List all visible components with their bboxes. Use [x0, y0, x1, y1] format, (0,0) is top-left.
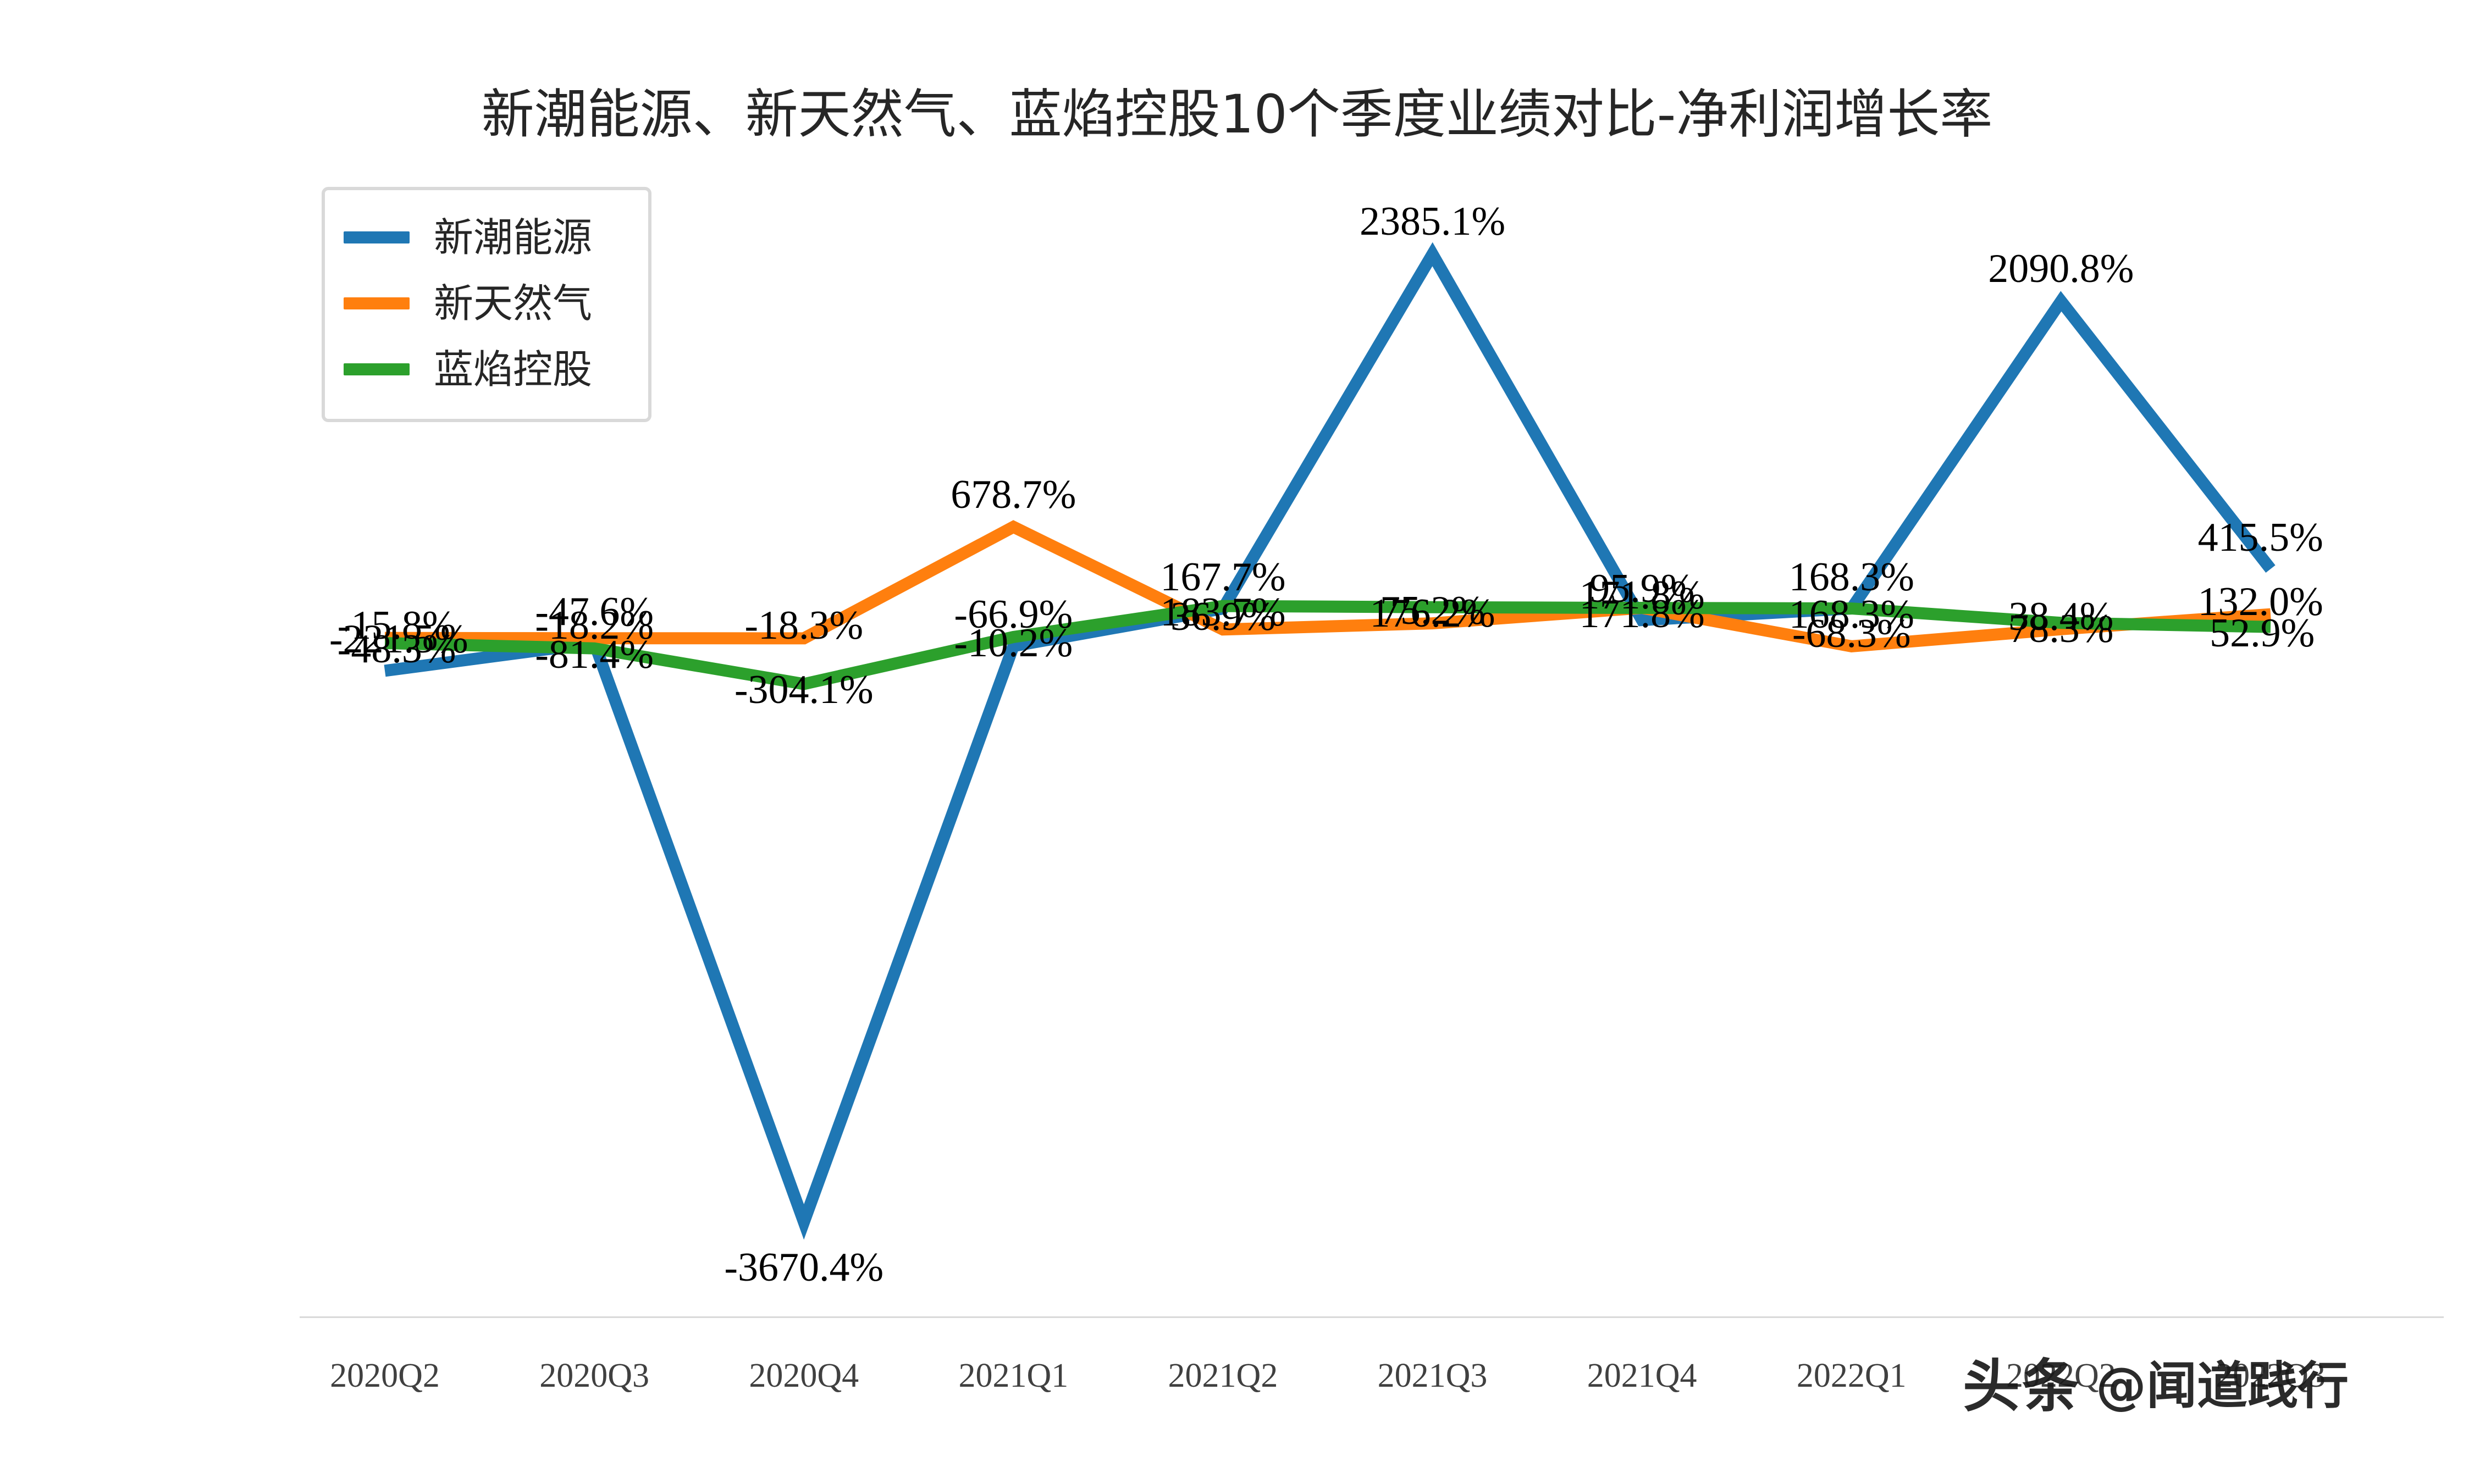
x-axis-line	[300, 1316, 2444, 1318]
data-label-s0-p0: -221.5%	[329, 617, 468, 662]
x-tick-2022Q1: 2022Q1	[1796, 1357, 1907, 1394]
x-tick-2021Q2: 2021Q2	[1168, 1357, 1278, 1394]
data-label-s2-p5: 176.2%	[1369, 590, 1495, 636]
x-tick-2021Q1: 2021Q1	[958, 1357, 1069, 1394]
data-label-s0-p6: 95.9%	[1589, 566, 1695, 612]
legend-label-2: 蓝焰控股	[434, 346, 593, 392]
legend-label-1: 新天然气	[434, 280, 593, 326]
legend-item-2[interactable]: 蓝焰控股	[344, 336, 629, 402]
data-label-s1-p8: 38.4%	[2008, 594, 2114, 639]
data-label-s2-p1: -81.4%	[535, 632, 654, 677]
data-label-s1-p2: -18.3%	[744, 603, 864, 649]
x-tick-2021Q3: 2021Q3	[1377, 1357, 1488, 1394]
data-label-s2-p4: 183.7%	[1160, 589, 1286, 635]
x-tick-2022Q2: 2022Q2	[2006, 1357, 2116, 1394]
watermark: 头条 @闻道践行	[1963, 1358, 2349, 1415]
data-label-s2-p6: 171.8%	[1579, 591, 1705, 637]
legend-item-0[interactable]: 新潮能源	[344, 204, 629, 270]
data-label-s2-p9: 52.9%	[2210, 610, 2315, 656]
data-label-s0-p7: 168.3%	[1788, 555, 1914, 600]
data-label-s0-p3: -66.9%	[954, 592, 1073, 638]
data-label-s2-p8: 78.3%	[2008, 606, 2114, 652]
page-title: 新潮能源、新天然气、蓝焰控股10个季度业绩对比-净利润增长率	[481, 84, 1993, 145]
data-label-s2-p7: 168.3%	[1788, 592, 1914, 638]
data-label-s0-p5: 2385.1%	[1359, 199, 1506, 245]
data-label-s1-p0: -15.8%	[337, 602, 456, 648]
data-label-s2-p0: -48.3%	[337, 627, 456, 672]
data-label-s2-p2: -304.1%	[734, 667, 874, 713]
data-label-s0-p9: 415.5%	[2197, 515, 2323, 561]
legend-swatch-icon-0	[344, 231, 410, 243]
legend-swatch-icon-2	[344, 363, 410, 375]
data-label-s1-p3: 678.7%	[951, 472, 1076, 517]
series-line-1	[384, 520, 2271, 652]
x-tick-2022Q3: 2022Q3	[2216, 1357, 2326, 1394]
toutiao-logo-icon: 头条	[1963, 1353, 2082, 1420]
data-label-s0-p2: -3670.4%	[724, 1245, 884, 1291]
data-label-s1-p1: -18.2%	[535, 603, 654, 649]
series-line-2	[384, 600, 2271, 690]
data-label-s1-p4: 36.9%	[1170, 594, 1276, 640]
x-tick-2020Q3: 2020Q3	[539, 1357, 649, 1394]
x-tick-2020Q4: 2020Q4	[749, 1357, 859, 1394]
data-label-s1-p9: 132.0%	[2197, 579, 2323, 624]
data-label-s0-p8: 2090.8%	[1988, 246, 2134, 292]
legend-swatch-icon-1	[344, 297, 410, 309]
data-label-s2-p3: -10.2%	[954, 620, 1073, 666]
data-label-s1-p7: -68.3%	[1792, 611, 1911, 656]
data-label-s0-p4: 167.7%	[1160, 555, 1286, 600]
x-tick-2021Q4: 2021Q4	[1587, 1357, 1697, 1394]
data-label-s1-p6: 171.8%	[1579, 573, 1705, 618]
legend-label-0: 新潮能源	[434, 214, 593, 261]
series-line-0	[384, 242, 2276, 1240]
x-tick-2020Q2: 2020Q2	[330, 1357, 440, 1394]
chart-legend: 新潮能源 新天然气 蓝焰控股	[322, 187, 651, 422]
legend-item-1[interactable]: 新天然气	[344, 270, 629, 336]
data-label-s0-p1: -47.6%	[535, 589, 654, 634]
watermark-handle: @闻道践行	[2096, 1356, 2349, 1415]
data-label-s1-p5: 75.2%	[1379, 588, 1485, 634]
